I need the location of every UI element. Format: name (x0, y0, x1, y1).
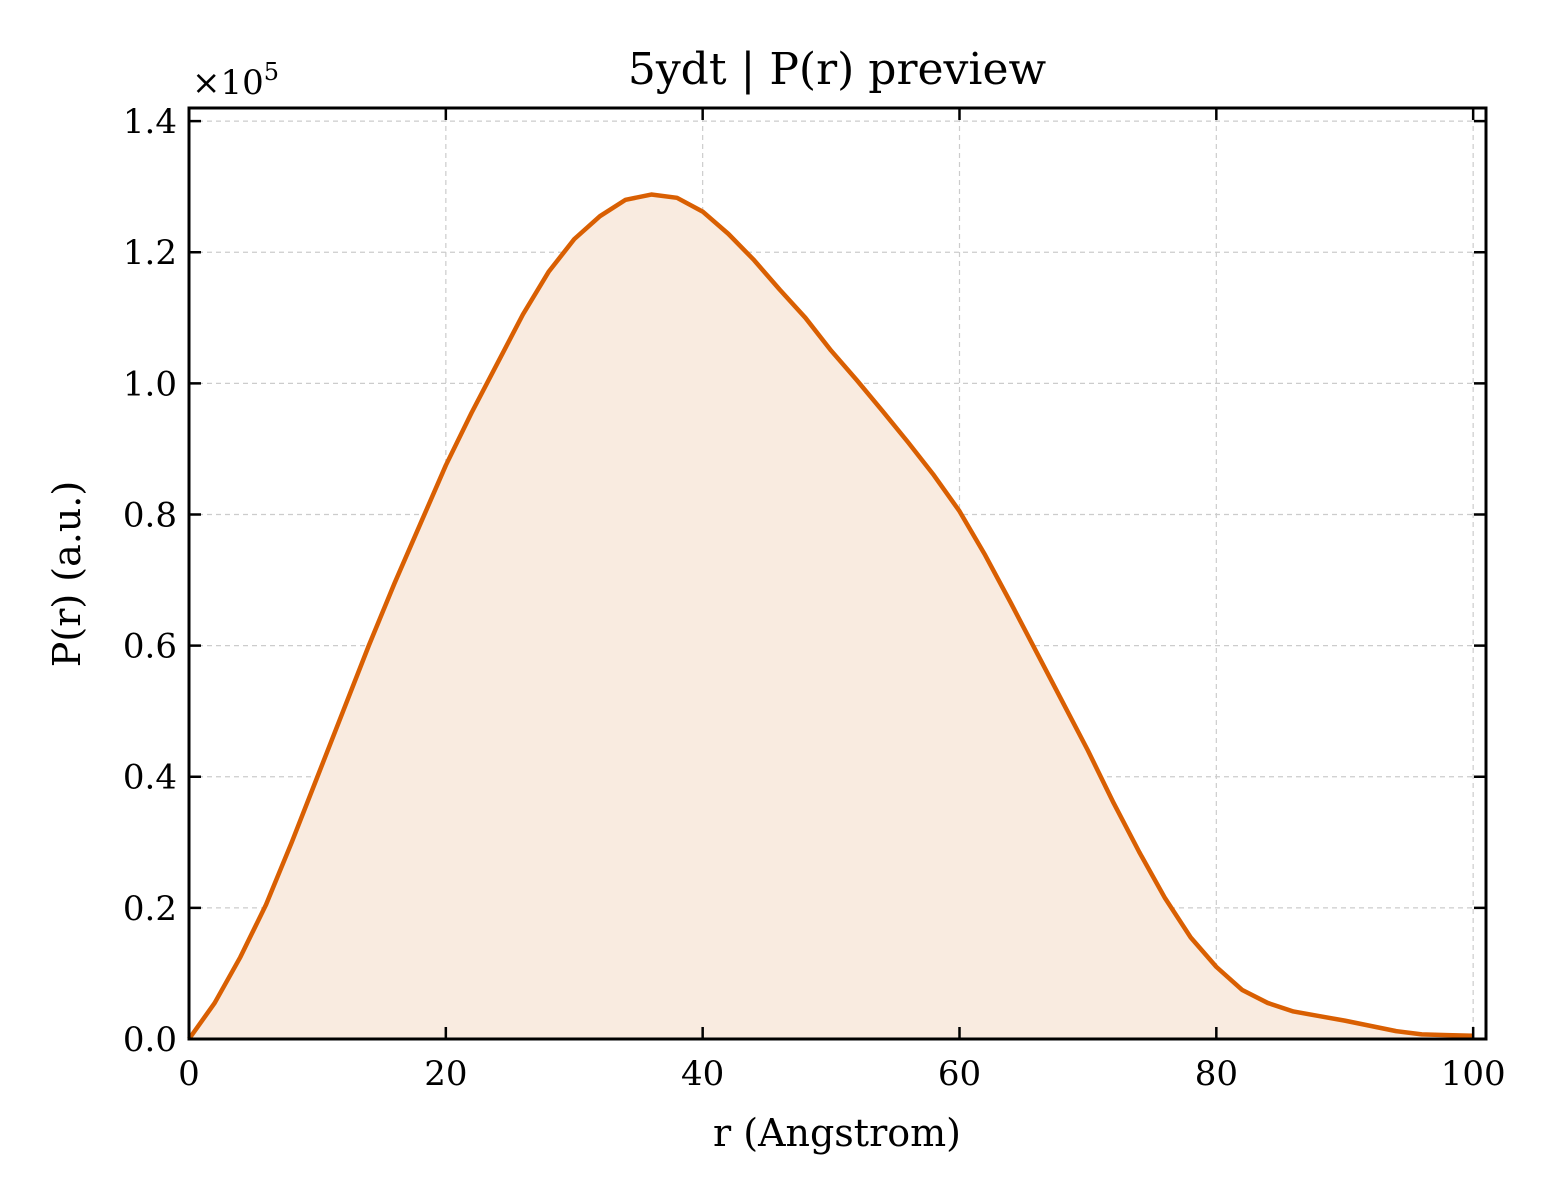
x-tick-label: 40 (681, 1054, 724, 1094)
y-tick-label: 1.4 (123, 102, 177, 142)
y-tick-label: 0.2 (123, 889, 177, 929)
axis-tick-labels: 0 20 40 60 80 100 0.0 0.2 0.4 0.6 0.8 1.0 1.2 1.4 (123, 102, 1506, 1094)
x-axis-label: r (Angstrom) (713, 1111, 961, 1155)
y-tick-label: 0.6 (123, 627, 177, 667)
y-tick-label: 1.2 (123, 233, 177, 273)
y-scale-multiplier: ×105 (192, 58, 279, 103)
x-tick-label: 20 (424, 1054, 467, 1094)
plot-frame (187, 106, 1488, 1041)
y-tick-label: 1.0 (123, 364, 177, 404)
x-tick-label: 0 (178, 1054, 200, 1094)
series-line (187, 192, 1474, 1041)
y-tick-label: 0.8 (123, 495, 177, 535)
x-tick-label: 100 (1441, 1054, 1506, 1094)
chart-title: 5ydt | P(r) preview (628, 44, 1047, 95)
y-tick-label: 0.4 (123, 758, 177, 798)
x-tick-label: 60 (938, 1054, 981, 1094)
x-tick-label: 80 (1195, 1054, 1238, 1094)
y-tick-label: 0.0 (123, 1020, 177, 1060)
y-axis-label: P(r) (a.u.) (45, 481, 89, 667)
series-area-fill (189, 194, 1474, 1040)
